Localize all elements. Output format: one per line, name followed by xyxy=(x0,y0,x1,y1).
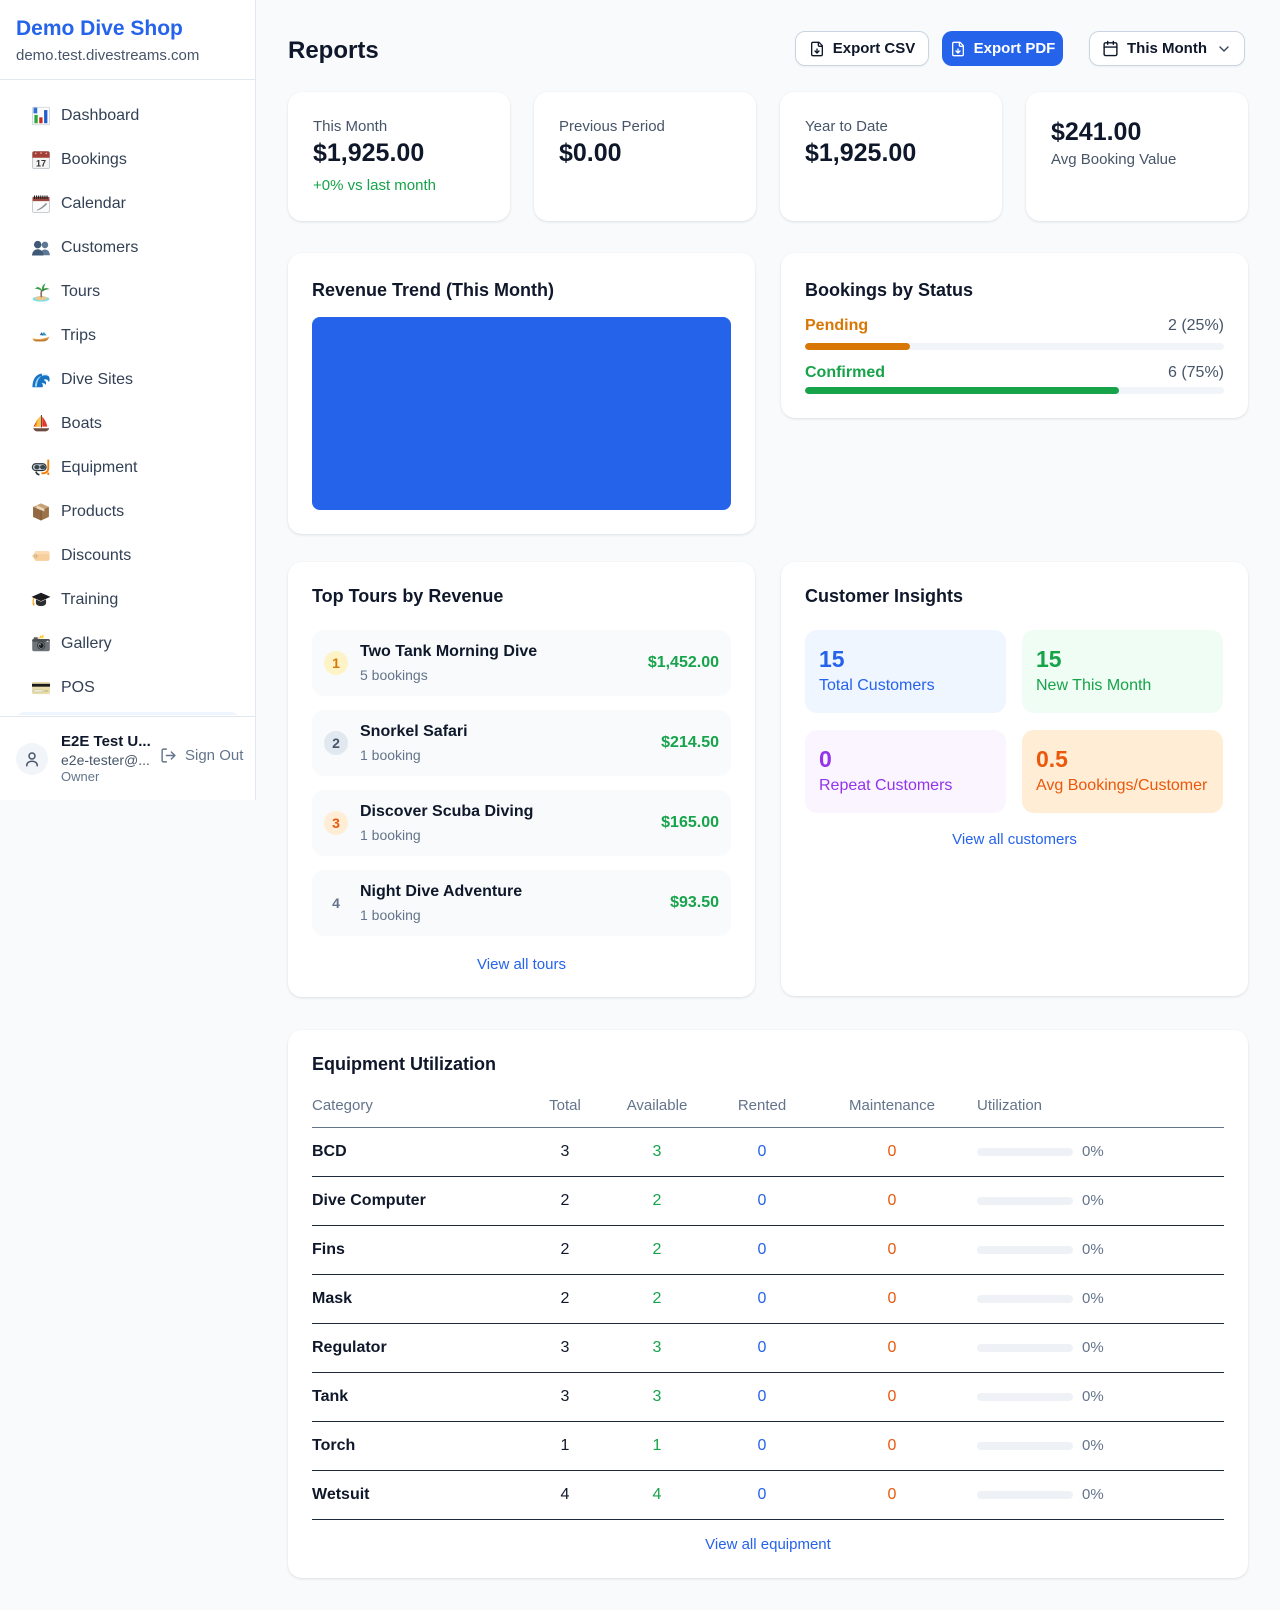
svg-text:17: 17 xyxy=(36,158,46,168)
